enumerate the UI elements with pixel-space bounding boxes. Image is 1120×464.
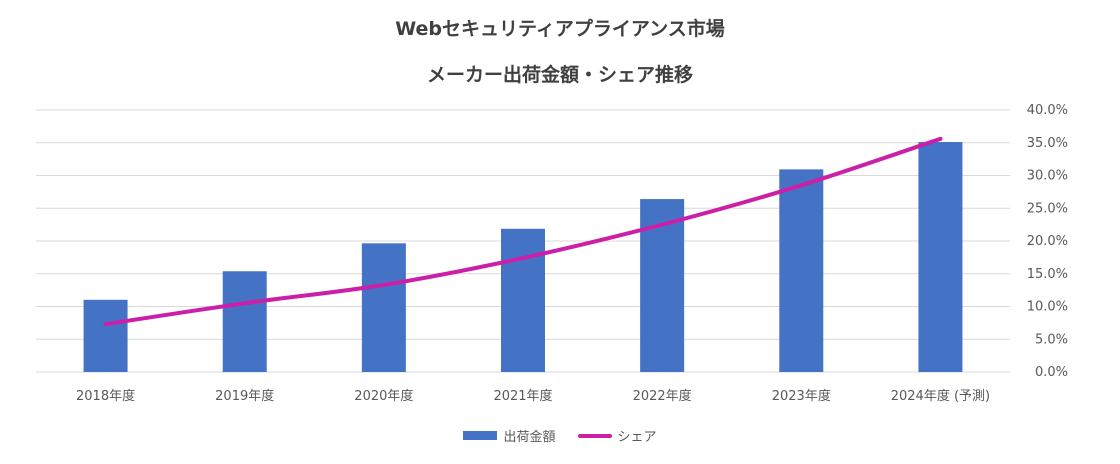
chart-title: Webセキュリティアプライアンス市場 xyxy=(395,18,725,40)
y-right-tick-label: 25.0% xyxy=(1027,201,1068,216)
y-right-tick-label: 30.0% xyxy=(1027,169,1068,184)
y-right-tick-label: 5.0% xyxy=(1035,332,1068,347)
legend-label-shipments: 出荷金額 xyxy=(503,430,556,445)
bar-shipments[interactable] xyxy=(222,271,267,372)
x-tick-label: 2024年度 (予測) xyxy=(891,388,990,404)
y-right-tick-label: 20.0% xyxy=(1027,234,1068,249)
y-right-tick-label: 35.0% xyxy=(1027,136,1068,151)
x-tick-label: 2020年度 xyxy=(354,388,413,404)
x-tick-label: 2018年度 xyxy=(76,388,135,404)
bar-shipments[interactable] xyxy=(361,243,406,372)
legend-bar-swatch xyxy=(463,431,498,440)
bar-shipments[interactable] xyxy=(918,142,963,372)
y-right-tick-label: 40.0% xyxy=(1027,103,1068,118)
y-right-tick-label: 10.0% xyxy=(1027,300,1068,315)
legend-item-share[interactable]: シェア xyxy=(577,426,657,445)
x-tick-label: 2019年度 xyxy=(215,388,274,404)
bar-shipments[interactable] xyxy=(83,299,128,372)
point-share[interactable] xyxy=(938,136,943,141)
legend: 出荷金額 シェア xyxy=(0,426,1120,445)
point-share[interactable] xyxy=(521,256,525,261)
x-tick-label: 2023年度 xyxy=(772,388,831,404)
point-share[interactable] xyxy=(103,322,108,327)
legend-line-swatch xyxy=(577,433,612,438)
x-tick-label: 2022年度 xyxy=(633,388,692,404)
y-right-tick-label: 15.0% xyxy=(1027,267,1068,282)
bar-shipments[interactable] xyxy=(779,169,824,372)
point-share[interactable] xyxy=(660,222,665,227)
legend-label-share: シェア xyxy=(617,430,657,445)
y-right-tick-label: 0.0% xyxy=(1035,365,1068,380)
chart-subtitle: メーカー出荷金額・シェア推移 xyxy=(426,64,693,86)
x-tick-label: 2021年度 xyxy=(493,388,552,404)
point-share[interactable] xyxy=(799,183,804,188)
point-share[interactable] xyxy=(242,301,247,306)
legend-item-shipments[interactable]: 出荷金額 xyxy=(463,426,556,445)
point-share[interactable] xyxy=(381,282,386,287)
bar-shipments[interactable] xyxy=(501,228,545,372)
